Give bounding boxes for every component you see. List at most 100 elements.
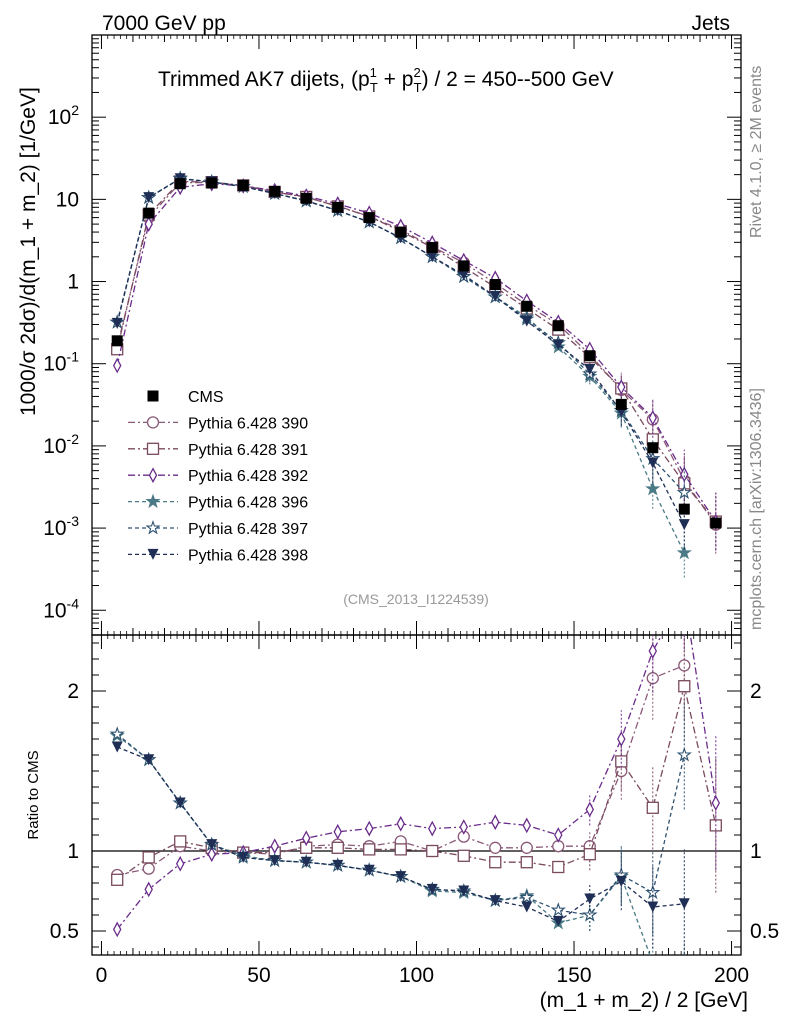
ratio-point-p398 bbox=[332, 859, 344, 871]
point-cms bbox=[269, 185, 281, 197]
ratio-point-p391 bbox=[646, 801, 659, 814]
ratio-point-p391 bbox=[174, 835, 187, 848]
ratio-point-p398 bbox=[458, 885, 470, 897]
legend-item-p397: Pythia 6.428 397 bbox=[128, 520, 308, 538]
x-tick-label: 0 bbox=[96, 964, 108, 987]
ratio-point-p391 bbox=[331, 841, 344, 854]
ratio-point-p392 bbox=[396, 815, 405, 832]
x-tick-label: 50 bbox=[247, 964, 270, 987]
ratio-point-p391 bbox=[111, 873, 124, 886]
point-p398 bbox=[426, 251, 438, 263]
point-p392 bbox=[144, 216, 153, 232]
legend-item-p398: Pythia 6.428 398 bbox=[128, 547, 308, 564]
point-cms bbox=[237, 179, 249, 191]
legend-label: CMS bbox=[188, 389, 224, 406]
point-p392 bbox=[617, 379, 626, 395]
ratio-point-p391 bbox=[394, 843, 407, 856]
ratio-line-p398 bbox=[116, 746, 685, 923]
ratio-point-p392 bbox=[365, 820, 374, 837]
legend-label: Pythia 6.428 391 bbox=[188, 442, 308, 459]
header-left: 7000 GeV pp bbox=[102, 12, 226, 35]
ratio-series bbox=[109, 589, 722, 955]
ratio-point-p397 bbox=[519, 889, 535, 904]
ratio-point-p391 bbox=[457, 849, 470, 862]
point-p398 bbox=[111, 317, 123, 329]
point-cms bbox=[363, 212, 375, 224]
main-frame bbox=[91, 34, 742, 636]
point-cms bbox=[143, 207, 155, 219]
legend-item-cms: CMS bbox=[147, 389, 224, 406]
ratio-point-p392 bbox=[681, 589, 688, 602]
ratio-point-p397 bbox=[109, 726, 125, 741]
point-cms bbox=[615, 398, 627, 410]
ratio-point-p392 bbox=[459, 819, 468, 835]
ratio-point-p397 bbox=[550, 902, 566, 917]
ratio-tick-label: 0.5 bbox=[50, 920, 79, 943]
ratio-point-p392 bbox=[617, 731, 626, 747]
ratio-point-p398 bbox=[395, 871, 407, 883]
ratio-point-p392 bbox=[270, 838, 279, 855]
ratio-point-p391 bbox=[363, 843, 376, 856]
point-cms bbox=[521, 300, 533, 312]
point-cms bbox=[426, 241, 438, 253]
ratio-point-p390 bbox=[678, 659, 691, 672]
legend-marker-p390 bbox=[146, 416, 160, 429]
main-panel: 0 50 100 150 200 10-4 10-3 10-2 10-1 1 10 102 bbox=[43, 34, 749, 987]
ratio-point-p398 bbox=[647, 901, 659, 913]
legend-item-p391: Pythia 6.428 391 bbox=[128, 442, 308, 459]
ratio-point-p392 bbox=[301, 830, 311, 847]
ratio-point-p398 bbox=[363, 864, 375, 876]
point-cms bbox=[678, 503, 690, 515]
ratio-point-p390 bbox=[489, 841, 502, 854]
point-p392 bbox=[648, 409, 658, 426]
x-axis-label: (m_1 + m_2) / 2 [GeV] bbox=[540, 989, 748, 1012]
ratio-point-p392 bbox=[175, 855, 185, 872]
point-cms bbox=[489, 279, 501, 291]
ratio-point-p397 bbox=[676, 746, 692, 762]
analysis-id: (CMS_2013_I1224539) bbox=[343, 591, 489, 607]
title-part-c: ) / 2 = 450--500 GeV bbox=[422, 68, 614, 91]
rivet-label: Rivet 4.1.0, ≥ 2M events bbox=[748, 66, 765, 238]
ratio-point-p391 bbox=[615, 755, 628, 768]
ratio-point-p398 bbox=[174, 797, 186, 809]
ratio-point-p392 bbox=[428, 820, 437, 837]
x-tick-label: 150 bbox=[557, 964, 592, 987]
ratio-tick-label: 1 bbox=[67, 840, 79, 863]
point-p392 bbox=[112, 357, 122, 374]
y-tick-label: 10-2 bbox=[43, 431, 79, 458]
ratio-point-p392 bbox=[491, 814, 500, 831]
ratio-frame bbox=[91, 634, 742, 956]
point-cms bbox=[710, 517, 722, 529]
main-series bbox=[109, 170, 722, 578]
ratio-point-p392 bbox=[333, 823, 342, 840]
legend-marker-p397 bbox=[145, 520, 161, 535]
ratio-tick-label-right: 2 bbox=[750, 680, 762, 703]
legend: CMS Pythia 6.428 390 Pythia 6.428 391 Pythi… bbox=[128, 389, 308, 564]
point-cms bbox=[300, 192, 312, 204]
legend-item-p390: Pythia 6.428 390 bbox=[128, 415, 308, 432]
ratio-point-p398 bbox=[426, 883, 438, 895]
legend-marker-p391 bbox=[146, 442, 160, 455]
legend-marker-cms bbox=[147, 390, 159, 402]
title-sup2: 2 bbox=[413, 65, 420, 80]
legend-item-p392: Pythia 6.428 392 bbox=[128, 467, 308, 485]
x-tick-label: 200 bbox=[714, 964, 749, 987]
ratio-point-p398 bbox=[111, 741, 123, 753]
ratio-tick-label-right: 1 bbox=[750, 840, 762, 863]
legend-label: Pythia 6.428 396 bbox=[188, 495, 308, 512]
ratio-point-p398 bbox=[206, 839, 218, 851]
ratio-point-p398 bbox=[521, 901, 533, 913]
ratio-point-p398 bbox=[615, 875, 627, 887]
ratio-point-p398 bbox=[143, 754, 155, 766]
point-cms bbox=[332, 201, 344, 213]
ratio-point-p391 bbox=[489, 856, 502, 869]
y-tick-label: 10-4 bbox=[43, 595, 79, 622]
ratio-point-p390 bbox=[520, 841, 533, 854]
point-p398 bbox=[489, 290, 501, 302]
y-tick-label: 10 bbox=[56, 188, 79, 211]
ratio-point-p392 bbox=[711, 795, 721, 811]
title-sub-t1: T bbox=[370, 80, 378, 95]
ratio-point-p391 bbox=[678, 680, 691, 693]
point-p398 bbox=[458, 269, 470, 281]
